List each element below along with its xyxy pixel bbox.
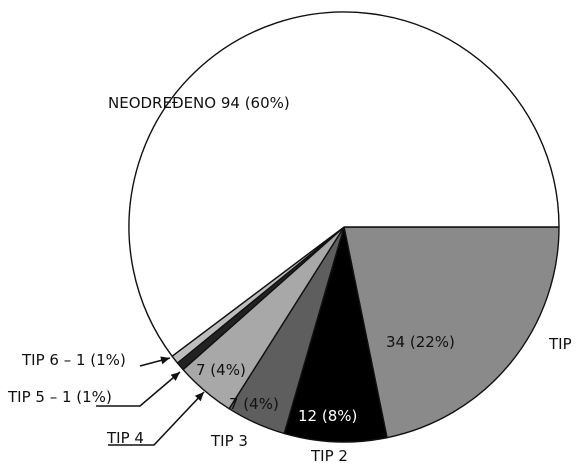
label-tip6: TIP 6 – 1 (1%) — [21, 351, 126, 369]
pie-slice-tip-2 — [283, 226, 388, 443]
pie-slice-neodre-eno — [128, 11, 560, 357]
label-tip2-category: TIP 2 — [310, 447, 348, 463]
leader-tip5-line — [96, 371, 181, 407]
label-tip3-value: 7 (4%) — [229, 395, 279, 413]
label-leader-lines — [96, 356, 205, 446]
pie-slice-tip-1 — [343, 226, 560, 439]
leader-tip4-line — [108, 391, 205, 446]
pie-slices — [128, 11, 560, 443]
label-tip1-category: TIP — [548, 335, 572, 353]
label-tip1-value: 34 (22%) — [386, 333, 455, 351]
leader-tip6-arrowhead — [160, 356, 170, 365]
label-neodredeno: NEODREĐENO 94 (60%) — [108, 94, 290, 112]
label-tip2-value: 12 (8%) — [298, 407, 357, 425]
label-tip4-category: TIP 4 — [106, 429, 144, 447]
label-tip3-category: TIP 3 — [210, 432, 248, 450]
leader-tip5-arrowhead — [170, 372, 180, 381]
label-tip4-value: 7 (4%) — [196, 361, 246, 379]
label-tip5: TIP 5 – 1 (1%) — [7, 388, 112, 406]
pie-labels: NEODREĐENO 94 (60%) 34 (22%) TIP 12 (8%)… — [7, 94, 572, 463]
leader-tip4-arrowhead — [194, 392, 204, 402]
